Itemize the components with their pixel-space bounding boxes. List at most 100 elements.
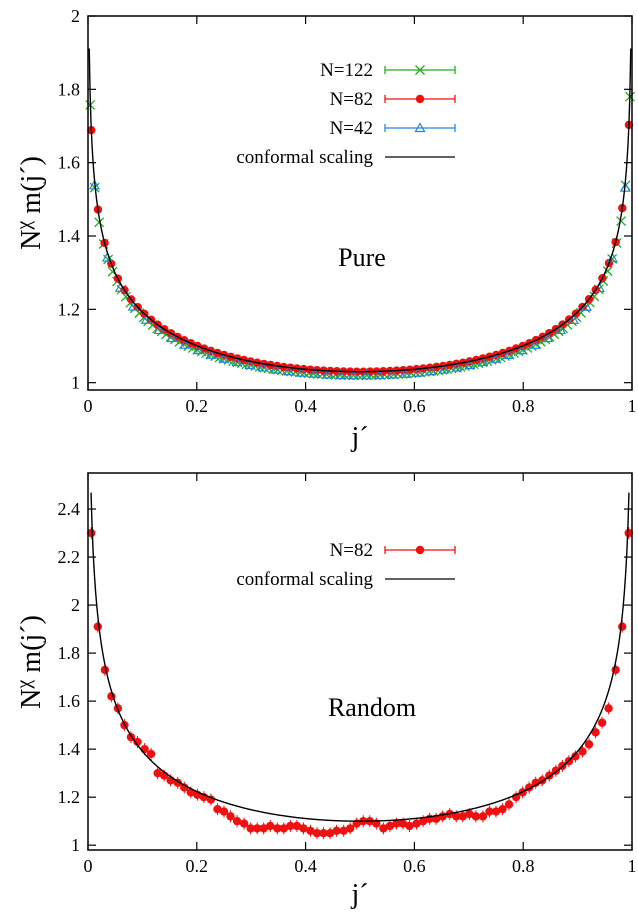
random-series-n-82-point — [299, 824, 308, 833]
pure-series-n-42-point — [166, 332, 178, 343]
random-series-n-82-point — [312, 828, 322, 838]
random-y-tick-label: 2 — [71, 595, 80, 615]
pure-series-n-42-point — [503, 349, 515, 359]
random-series-n-82-point — [531, 778, 540, 787]
random-y-tick-label: 1.8 — [58, 643, 81, 663]
pure-series-n-42-point — [140, 314, 152, 324]
pure-series-n-42-point — [555, 324, 567, 335]
random-panel-label: Random — [328, 693, 416, 722]
pure-series-n-42-point — [619, 181, 631, 192]
random-series-n-82-point — [591, 728, 600, 737]
random-y-tick-label: 1 — [71, 835, 80, 855]
random-y-axis-label-base: N — [16, 689, 47, 709]
random-series-n-82-point — [213, 804, 222, 814]
pure-legend-marker-n-42 — [414, 122, 426, 133]
random-series-n-82-point — [504, 800, 514, 809]
random-series-conformal-scaling-line — [90, 492, 630, 822]
chart-random: 0 0.2 0.4 0.6 0.8 1 1 1.2 1.4 1.6 1.8 2 2.2 2.4 N=82… — [13, 472, 637, 910]
pure-series-n-42-point — [438, 363, 450, 374]
random-series-n-82-point — [412, 819, 421, 828]
random-y-ticks: 1 1.2 1.4 1.6 1.8 2 2.2 2.4 — [58, 499, 632, 855]
pure-x-axis-label: j´ — [350, 422, 368, 453]
random-series-n-82-point — [332, 826, 341, 835]
random-x-tick-label: 0.8 — [512, 856, 535, 876]
random-series-n-82-point — [146, 749, 156, 759]
pure-series-n-42-point — [127, 300, 139, 311]
pure-y-tick-label: 1.4 — [58, 226, 81, 246]
pure-series-n-42-point — [179, 338, 191, 349]
pure-series-n-42-point — [399, 367, 411, 378]
pure-y-tick-label: 1 — [71, 373, 80, 393]
pure-series-n-42-point — [231, 356, 243, 367]
pure-series-n-42 — [88, 179, 631, 380]
pure-series-n-122-point — [616, 216, 627, 227]
random-series-n-82-point — [392, 819, 401, 828]
random-series-n-82-point — [87, 528, 96, 538]
random-series-n-82-point — [452, 812, 461, 821]
random-series-n-82-point — [319, 828, 328, 838]
pure-series-n-42-point — [606, 252, 618, 263]
pure-y-axis-label-rest: m(j´) — [16, 156, 47, 221]
random-series-n-82-point — [618, 622, 627, 631]
pure-legend-label-n42: N=42 — [330, 118, 373, 139]
pure-data-layer — [85, 48, 635, 381]
pure-legend: N=122 N=82 N=42 conformal scaling — [236, 60, 456, 168]
pure-series-n-42-point — [153, 324, 165, 335]
random-plot-frame — [87, 472, 633, 851]
chart-pure: 0 0.2 0.4 0.6 0.8 1 1 1.2 1.4 1.6 1.8 2 N=122 N=82… — [13, 6, 637, 453]
pure-y-ticks: 1 1.2 1.4 1.6 1.8 2 — [58, 6, 632, 393]
pure-y-tick-label: 1.8 — [58, 79, 81, 99]
pure-series-conformal-scaling-line — [88, 48, 632, 373]
pure-legend-label-n122: N=122 — [320, 60, 373, 81]
random-x-axis-label: j´ — [350, 879, 368, 910]
random-series-n-82-point — [478, 812, 488, 821]
random-series-n-82-point — [405, 821, 414, 831]
random-y-tick-label: 1.4 — [58, 739, 81, 759]
pure-series-n-42-point — [580, 301, 592, 311]
random-series-n-82-point — [180, 783, 189, 792]
random-series-n-82-point — [259, 824, 268, 833]
pure-series-n-42-point — [412, 366, 424, 377]
random-y-tick-label: 1.2 — [58, 787, 81, 807]
random-series-n-82-point — [279, 824, 289, 833]
pure-y-tick-label: 1.2 — [58, 299, 81, 319]
pure-series-n-42-point — [309, 367, 321, 378]
random-series-n-82-point — [578, 747, 587, 756]
pure-x-tick-label: 1 — [628, 396, 637, 416]
random-y-axis-label: Nχ m(j´) — [13, 615, 47, 709]
random-series-n-82-point — [339, 826, 348, 835]
pure-series-n-42-point — [270, 363, 282, 374]
pure-legend-samples — [384, 65, 456, 158]
pure-y-axis-label-sup: χ — [13, 221, 35, 231]
random-series-n-82-point — [491, 807, 501, 816]
pure-series-n-42-point — [296, 366, 308, 377]
random-series-n-82-point — [346, 824, 355, 833]
random-series-n-82-point — [273, 824, 282, 833]
random-series-n-82-point — [232, 816, 242, 826]
pure-series-n-42-point — [542, 332, 554, 343]
random-series-n-82-point — [93, 622, 102, 631]
pure-series-n-122-point — [94, 217, 105, 228]
random-series-n-82-point — [226, 812, 235, 821]
pure-series-n-42-point — [101, 251, 113, 262]
random-y-tick-label: 1.6 — [58, 691, 81, 711]
pure-y-tick-label: 2 — [71, 6, 80, 26]
random-series-n-82-point — [246, 824, 255, 833]
random-series-n-82-point — [584, 740, 594, 749]
pure-series-n-42-point — [205, 349, 217, 359]
random-series-n-82-point — [153, 768, 162, 778]
random-legend-label-n82: N=82 — [330, 540, 373, 561]
pure-x-tick-label: 0 — [84, 396, 93, 416]
pure-legend-marker-n-82 — [415, 94, 425, 104]
random-series-n-82-point — [325, 828, 335, 838]
pure-series-n-42-point — [567, 314, 580, 325]
pure-series-n-42-point — [477, 356, 489, 367]
random-data-layer — [87, 492, 633, 840]
pure-panel-label: Pure — [338, 243, 386, 272]
random-series-n-82-point — [604, 704, 613, 713]
random-series-n-82-point — [292, 821, 302, 831]
random-series-n-82-point — [306, 826, 315, 835]
pure-series-n-42-point — [88, 179, 100, 190]
random-y-tick-label: 2.4 — [58, 499, 81, 519]
